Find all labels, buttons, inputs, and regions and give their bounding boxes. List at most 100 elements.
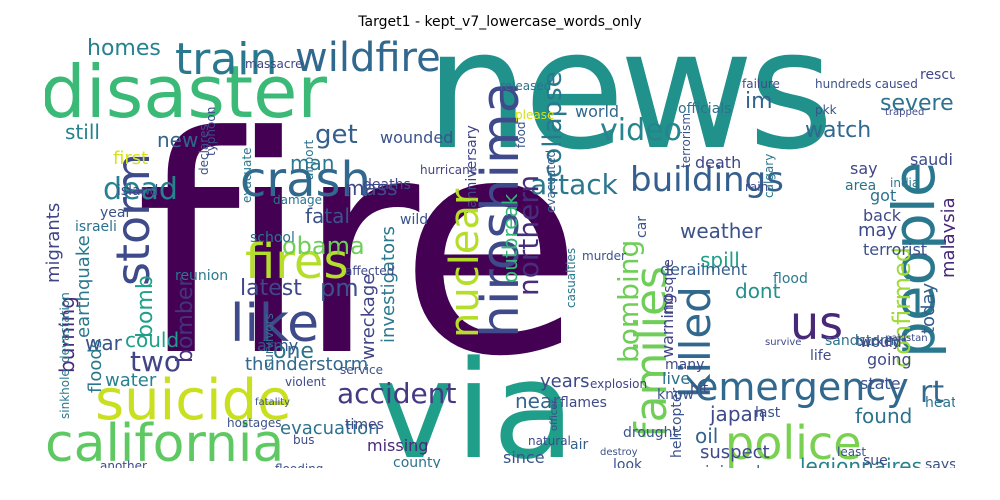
word-derailment: derailment [660, 260, 748, 279]
word-one: one [273, 339, 314, 364]
word-could: could [125, 328, 180, 352]
word-migrants: migrants [45, 202, 64, 283]
word-going: going [867, 350, 912, 369]
word-investigators: investigators [378, 226, 399, 343]
word-spill: spill [700, 248, 740, 272]
word-air: air [570, 437, 589, 453]
word-injured: injured [705, 464, 760, 469]
word-homes: homes [87, 38, 161, 61]
word-area: area [845, 178, 877, 194]
word-legionnaires: legionnaires [800, 454, 923, 468]
word-weather: weather [680, 219, 762, 243]
word-hostages: hostages [227, 416, 282, 430]
word-saudi: saudi [910, 150, 953, 169]
word-years: years [540, 371, 590, 392]
word-malaysia: malaysia [938, 197, 955, 278]
word-found: found [855, 404, 913, 428]
word-wounded: wounded [380, 128, 454, 147]
word-devastation: devastation [58, 292, 72, 363]
word-another: another [100, 459, 147, 468]
word-fires: fires [245, 234, 349, 290]
word-bus: bus [293, 433, 315, 447]
word-buildings: buildings [630, 160, 784, 200]
word-dont: dont [735, 279, 781, 303]
word-watch: watch [805, 118, 872, 143]
word-fire: fire [135, 73, 583, 422]
word-failure: failure [742, 77, 780, 91]
word-times: times [345, 417, 384, 433]
word-nuclear: nuclear [442, 188, 488, 338]
word-outbreak: outbreak [498, 193, 522, 283]
word-evacuation: evacuation [280, 418, 380, 439]
word-released: released [500, 79, 552, 93]
word-thunderstorm: thunderstorm [245, 354, 369, 375]
word-army: army [257, 336, 299, 355]
word-evacuate: evacuate [240, 147, 254, 203]
word-japan: japan [710, 402, 766, 426]
word-new: new [157, 128, 199, 152]
word-life: life [810, 348, 832, 364]
word-least: least [837, 445, 867, 459]
word-hurricane: hurricane [420, 163, 478, 177]
word-say: say [850, 159, 878, 178]
word-sandstorm: sandstorm [825, 333, 900, 349]
word-attack: attack [530, 168, 618, 201]
word-service: service [340, 363, 383, 377]
word-murder: murder [582, 249, 626, 263]
word-first: first [113, 148, 149, 169]
word-fatal: fatal [305, 204, 350, 228]
word-survivors: survivors [262, 313, 276, 368]
word-oil: oil [695, 424, 719, 448]
word-video: video [600, 113, 682, 148]
word-destroy: destroy [600, 447, 638, 458]
word-reunion: reunion [175, 268, 229, 284]
word-natural: natural [528, 434, 571, 448]
word-fatality: fatality [255, 397, 291, 408]
word-news: news [425, 38, 834, 186]
word-emergency: emergency [695, 365, 909, 409]
word-hit: hit [690, 381, 709, 397]
word-flooding: flooding [275, 463, 323, 468]
word-wild: wild [400, 212, 429, 228]
word-last: last [755, 405, 781, 421]
word-would: would [860, 335, 902, 351]
word-severe: severe [880, 91, 954, 116]
word-airport: airport [302, 139, 316, 180]
word-know: know [657, 387, 694, 403]
word-police: police [725, 416, 862, 468]
word-flames: flames [560, 395, 607, 411]
word-county: county [393, 455, 441, 468]
word-near: near [515, 389, 561, 413]
word-world: world [575, 102, 620, 121]
word-says: says [925, 457, 955, 468]
word-pm: pm [320, 274, 359, 302]
word-missing: missing [367, 436, 429, 455]
word-disaster: disaster [45, 50, 327, 134]
word-casualties: casualties [564, 247, 578, 308]
word-trapped: trapped [885, 107, 925, 118]
word-many: many [665, 357, 705, 373]
word-year: year [100, 205, 132, 221]
word-wreckage: wreckage [358, 273, 379, 360]
word-crash: crash [240, 152, 371, 208]
word-terrorism: terrorism [679, 112, 693, 168]
figure-title: Target1 - kept_v7_lowercase_words_only [358, 14, 642, 30]
word-terrorist: terrorist [863, 240, 928, 259]
word-rain: rain [745, 180, 769, 194]
word-flood: flood [773, 271, 808, 287]
word-live: live [662, 369, 691, 388]
word-anniversary: anniversary [464, 125, 480, 208]
word-mass: mass [345, 176, 398, 200]
word-rescuers: rescuers [920, 67, 955, 83]
word-island: island [117, 183, 159, 199]
word-survive: survive [765, 337, 802, 348]
word-state: state [860, 374, 901, 393]
word-pkk: pkk [815, 103, 837, 117]
word-drought: drought [623, 425, 679, 441]
word-two: two [130, 345, 182, 378]
word-death: death [695, 153, 742, 172]
word-im: im [745, 89, 773, 114]
word-officials: officials [678, 101, 732, 117]
word-sinkhole: sinkhole [58, 369, 72, 419]
